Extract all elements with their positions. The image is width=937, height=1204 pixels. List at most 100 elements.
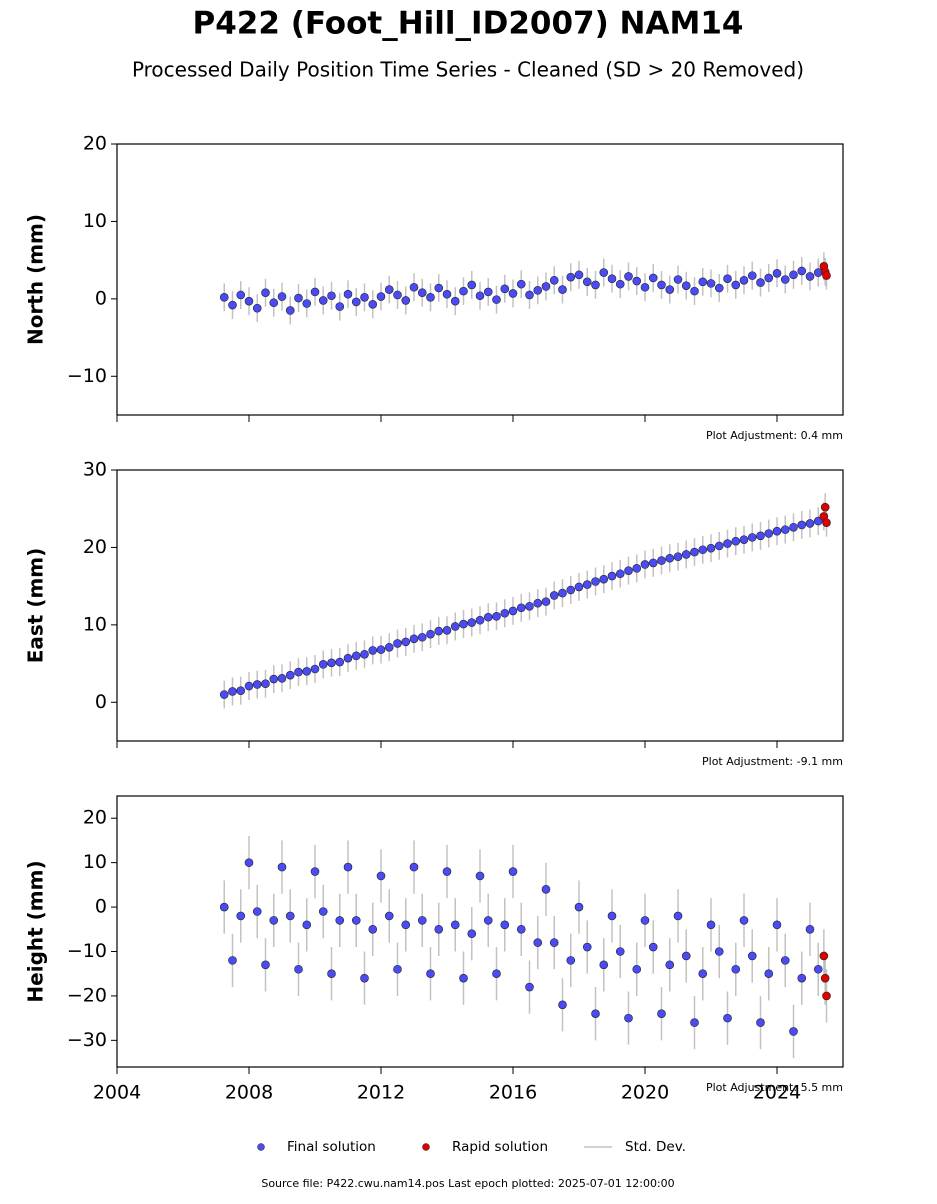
final-point — [541, 597, 551, 606]
final-point — [780, 956, 790, 965]
final-point — [599, 960, 609, 970]
final-point — [393, 639, 402, 648]
legend-marker — [422, 1143, 430, 1151]
final-point — [582, 580, 592, 589]
y-tick-label: −20 — [67, 984, 107, 1006]
final-point — [244, 858, 254, 867]
final-point — [599, 574, 609, 584]
final-point — [698, 545, 708, 555]
final-point — [657, 1009, 666, 1018]
subtitle: Processed Daily Position Time Series - C… — [132, 58, 804, 82]
y-axis-label: North (mm) — [24, 214, 48, 345]
final-point — [516, 924, 526, 934]
final-point — [805, 924, 815, 934]
rapid-point — [819, 951, 829, 961]
final-point — [714, 283, 724, 293]
final-point — [723, 539, 732, 548]
final-point — [789, 270, 798, 280]
final-point — [409, 862, 419, 872]
final-point — [615, 947, 625, 956]
final-point — [351, 916, 361, 925]
axes-frame — [116, 795, 844, 1068]
plot-area — [219, 835, 831, 1059]
final-point — [368, 646, 378, 655]
y-tick-label: 30 — [83, 459, 107, 481]
final-point — [228, 300, 237, 310]
final-point — [797, 520, 807, 530]
final-point — [690, 286, 699, 296]
final-point — [582, 942, 592, 952]
x-tick-label: 2008 — [225, 1082, 273, 1104]
annotation: Plot Adjustment: -9.1 mm — [702, 755, 843, 768]
final-point — [409, 282, 419, 292]
final-point — [698, 277, 708, 287]
final-point — [442, 867, 452, 876]
final-point — [261, 288, 270, 297]
final-point — [789, 522, 798, 532]
final-point — [574, 270, 584, 280]
final-point — [648, 942, 658, 952]
final-point — [252, 680, 262, 689]
final-point — [368, 299, 378, 309]
final-point — [483, 916, 493, 925]
final-point — [591, 577, 600, 586]
final-point — [285, 911, 295, 921]
final-point — [244, 296, 254, 306]
final-point — [756, 531, 765, 541]
final-point — [624, 272, 633, 281]
final-point — [780, 525, 790, 534]
final-point — [244, 681, 254, 691]
final-point — [294, 667, 303, 677]
y-tick-label: 10 — [83, 851, 107, 873]
annotation: Plot Adjustment: 0.4 mm — [706, 429, 843, 442]
final-point — [549, 275, 559, 285]
final-point — [607, 274, 617, 284]
final-point — [483, 287, 493, 297]
final-point — [789, 1027, 798, 1036]
final-point — [269, 298, 279, 308]
final-point — [269, 916, 279, 925]
final-point — [615, 569, 625, 579]
final-point — [409, 634, 419, 644]
final-point — [236, 686, 246, 695]
final-point — [467, 929, 477, 939]
final-point — [640, 916, 650, 925]
title: P422 (Foot_Hill_ID2007) NAM14 — [193, 6, 744, 42]
final-point — [401, 920, 411, 930]
rapid-point — [822, 991, 831, 1001]
final-point — [607, 571, 617, 581]
final-point — [640, 282, 650, 292]
final-point — [690, 1018, 699, 1027]
final-point — [417, 916, 427, 925]
final-point — [219, 293, 229, 302]
final-point — [384, 643, 394, 652]
final-point — [467, 618, 477, 627]
final-point — [401, 637, 411, 647]
final-point — [335, 302, 345, 311]
y-tick-label: 10 — [83, 210, 107, 232]
final-point — [294, 293, 303, 303]
rapid-point — [820, 502, 830, 512]
final-point — [731, 280, 741, 290]
final-point — [525, 290, 534, 300]
final-point — [764, 273, 774, 283]
final-point — [566, 272, 576, 282]
final-point — [714, 947, 724, 956]
final-point — [698, 969, 708, 979]
final-point — [351, 651, 361, 661]
x-tick-label: 2012 — [357, 1082, 405, 1104]
final-point — [236, 290, 246, 300]
final-point — [434, 924, 444, 934]
final-point — [632, 964, 642, 974]
final-point — [591, 280, 600, 290]
final-point — [467, 280, 477, 290]
final-point — [632, 276, 642, 286]
final-point — [417, 288, 427, 297]
rapid-point — [820, 973, 830, 983]
final-point — [599, 268, 609, 277]
final-point — [269, 674, 279, 684]
final-point — [566, 956, 576, 965]
final-point — [756, 278, 765, 287]
final-point — [450, 920, 460, 930]
final-point — [764, 529, 774, 538]
